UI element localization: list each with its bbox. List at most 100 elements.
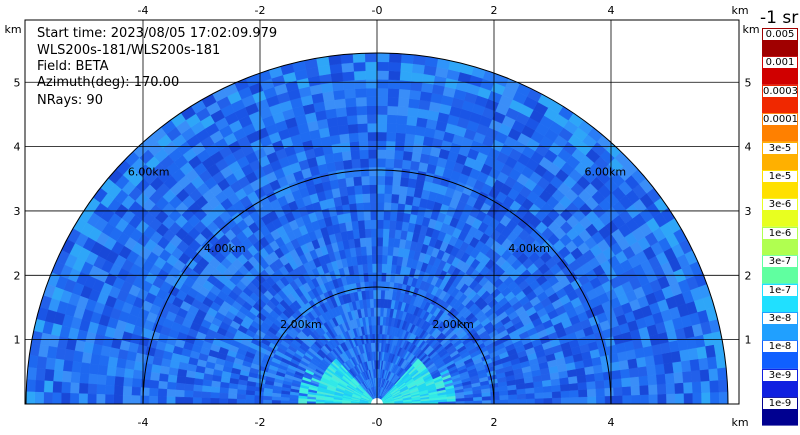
data-cell [142,362,153,373]
data-cell [184,383,194,392]
data-cell [352,61,366,72]
data-cell [385,263,392,274]
y-tick-label-right: 1 [745,334,752,347]
data-cell [689,358,701,372]
data-cell [183,390,194,398]
data-cell [657,393,667,404]
data-cell [398,79,412,91]
data-cell [576,374,587,384]
data-cell [133,361,144,372]
data-cell [656,383,667,395]
y-tick-label-right: 2 [745,269,752,282]
data-cell [376,175,386,185]
data-cell [408,169,419,180]
data-cell [245,399,255,404]
data-cell [201,397,211,404]
data-cell [372,280,378,291]
data-cell [517,398,527,404]
data-cell [365,245,373,256]
data-cell [376,307,381,317]
data-cell [665,382,676,395]
data-cell [396,203,406,214]
data-cell [88,363,100,375]
data-cell [396,106,409,117]
data-cell [364,52,378,63]
data-cell [148,387,159,397]
data-cell [376,105,388,115]
x-unit-label-bottom: km [731,416,748,429]
data-cell [543,397,553,404]
colorbar-tick-label: 3e-6 [763,199,797,211]
data-cell [629,376,640,387]
data-cell [168,367,179,377]
data-cell [542,385,553,393]
data-cell [336,115,348,127]
y-tick-label-left: 2 [14,269,21,282]
data-cell [262,395,273,401]
data-cell [371,254,378,264]
data-cell [578,389,588,398]
data-cell [636,356,647,368]
data-cell [87,383,98,395]
data-cell [395,123,407,134]
data-cell [193,378,204,386]
data-cell [342,79,356,91]
data-cell [342,159,353,170]
data-cell [254,390,264,397]
data-cell [376,210,384,221]
data-cell [674,382,685,394]
data-cell [612,378,623,388]
data-cell [388,70,401,81]
data-cell [372,289,378,299]
data-cell [376,324,380,335]
data-cell [380,281,386,291]
data-cell [360,167,370,177]
data-cell [648,384,658,395]
data-cell [357,123,368,133]
data-cell [613,395,623,404]
data-cell [646,364,657,376]
data-cell [131,395,141,404]
data-cell [370,219,378,229]
data-cell [577,381,588,391]
data-cell [680,359,692,373]
data-cell [174,396,185,404]
y-unit-label-left: km [4,23,21,36]
data-cell [380,289,386,300]
data-cell [104,394,115,404]
y-tick-label-left: 4 [14,141,21,154]
data-cell [236,398,246,404]
data-cell [348,132,359,143]
x-tick-label-top: -0 [372,4,383,17]
data-cell [413,134,425,145]
data-cell [373,298,378,308]
data-cell [376,140,387,150]
data-cell [166,396,176,404]
data-cell [376,289,382,299]
data-cell [409,160,420,171]
data-cell [398,88,411,99]
data-cell [394,141,405,152]
data-cell [412,143,423,154]
data-cell [343,88,356,99]
data-cell [654,363,666,375]
data-cell [350,149,361,160]
data-cell [370,228,378,238]
data-cell [53,358,65,372]
colorbar-tick-label: 0.0003 [763,85,798,97]
data-cell [139,395,150,404]
data-cell [362,202,371,212]
data-cell [618,359,630,371]
station-label: WLS200s-181/WLS200s-181 [37,43,221,58]
data-cell [210,380,221,388]
data-cell [376,114,388,124]
data-cell [674,393,685,404]
data-cell [381,272,387,282]
data-cell [464,400,474,404]
x-tick-label-top: -4 [138,4,149,17]
data-cell [691,381,702,394]
data-cell [331,143,342,154]
data-cell [386,105,399,116]
x-tick-label-top: -2 [255,4,266,17]
